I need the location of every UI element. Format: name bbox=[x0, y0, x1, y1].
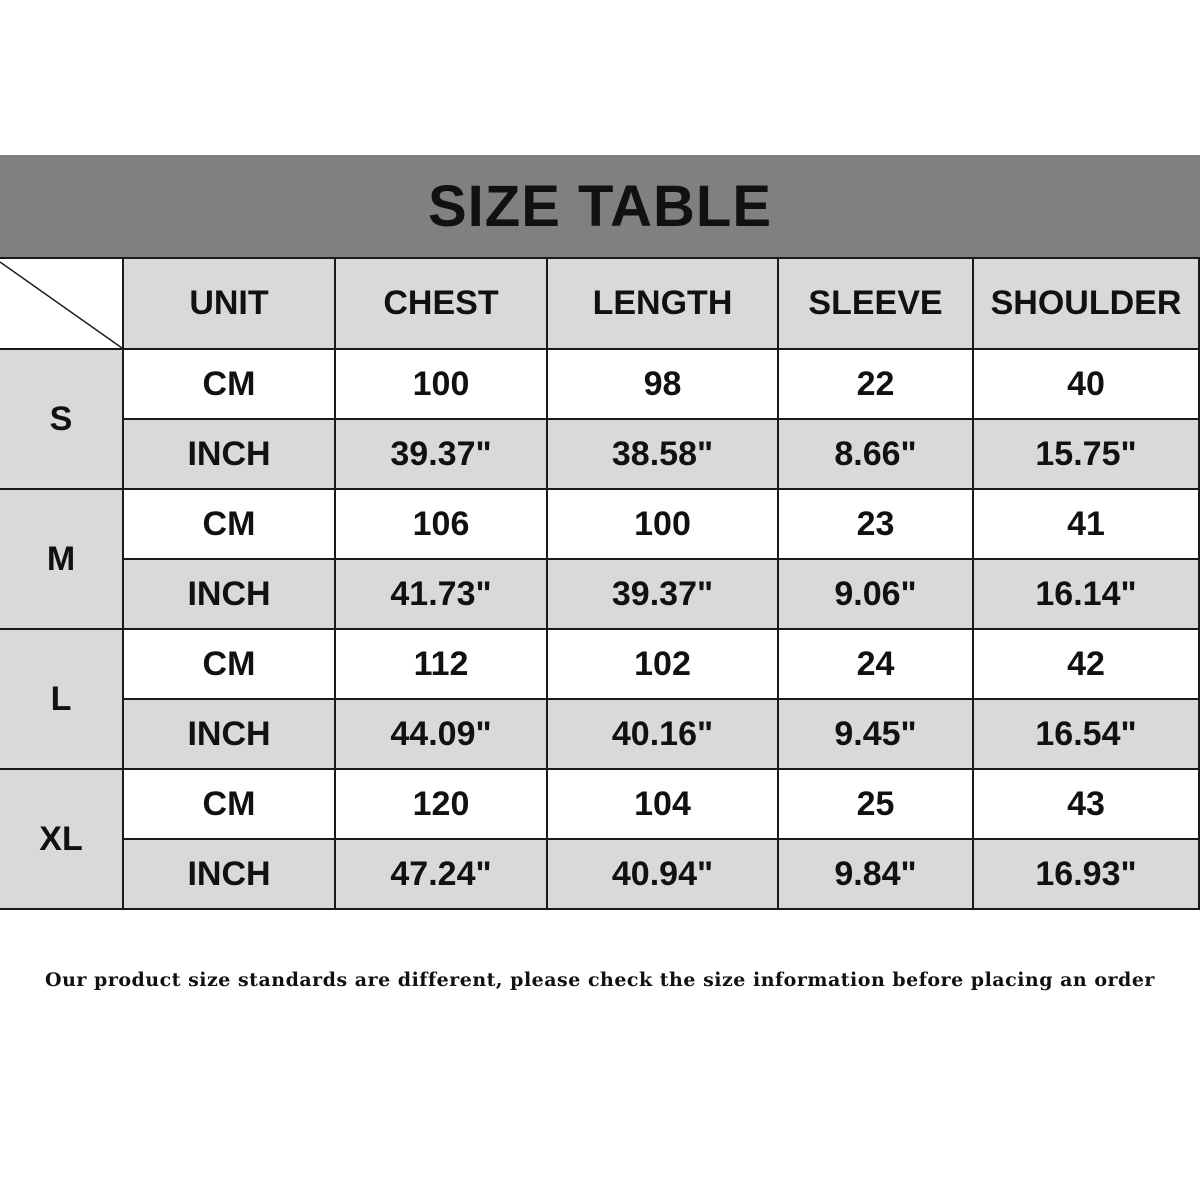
value-cell: 8.66" bbox=[777, 418, 974, 490]
value-cell: 38.58" bbox=[546, 418, 779, 490]
value-cell: 104 bbox=[546, 768, 779, 840]
unit-cell: INCH bbox=[123, 418, 336, 490]
value-cell: 120 bbox=[334, 768, 548, 840]
value-cell: 41 bbox=[972, 488, 1200, 560]
value-cell: 43 bbox=[972, 768, 1200, 840]
value-cell: 16.14" bbox=[972, 558, 1200, 630]
table-row-s-cm: S CM 100 98 22 40 bbox=[0, 348, 1200, 490]
header-shoulder: SHOULDER bbox=[972, 257, 1200, 350]
value-cell: 15.75" bbox=[972, 418, 1200, 490]
value-cell: 40 bbox=[972, 348, 1200, 420]
unit-cell: INCH bbox=[123, 698, 336, 770]
value-cell: 16.54" bbox=[972, 698, 1200, 770]
value-cell: 106 bbox=[334, 488, 548, 560]
value-cell: 100 bbox=[546, 488, 779, 560]
value-cell: 112 bbox=[334, 628, 548, 700]
value-cell: 39.37" bbox=[546, 558, 779, 630]
title-band: SIZE TABLE bbox=[0, 155, 1200, 257]
size-label: M bbox=[0, 488, 124, 630]
table-row-xl-cm: XL CM 120 104 25 43 bbox=[0, 768, 1200, 910]
value-cell: 39.37" bbox=[334, 418, 548, 490]
table-row-m-inch: INCH 41.73" 39.37" 9.06" 16.14" bbox=[0, 558, 1200, 630]
unit-cell: CM bbox=[122, 488, 336, 560]
size-label: S bbox=[0, 348, 124, 490]
value-cell: 24 bbox=[777, 628, 974, 700]
unit-cell: CM bbox=[122, 348, 336, 420]
value-cell: 40.94" bbox=[546, 838, 779, 910]
value-cell: 23 bbox=[777, 488, 974, 560]
value-cell: 9.84" bbox=[777, 838, 974, 910]
table-row-xl-inch: INCH 47.24" 40.94" 9.84" 16.93" bbox=[0, 838, 1200, 910]
value-cell: 9.45" bbox=[777, 698, 974, 770]
value-cell: 44.09" bbox=[334, 698, 548, 770]
unit-cell: INCH bbox=[123, 558, 336, 630]
value-cell: 47.24" bbox=[334, 838, 548, 910]
header-chest: CHEST bbox=[334, 257, 548, 350]
table-row-l-cm: L CM 112 102 24 42 bbox=[0, 628, 1200, 770]
size-note: Our product size standards are different… bbox=[45, 969, 1155, 991]
header-row: UNIT CHEST LENGTH SLEEVE SHOULDER bbox=[0, 257, 1200, 350]
size-label: L bbox=[0, 628, 124, 770]
unit-cell: INCH bbox=[123, 838, 336, 910]
value-cell: 40.16" bbox=[546, 698, 779, 770]
unit-cell: CM bbox=[122, 768, 336, 840]
value-cell: 100 bbox=[334, 348, 548, 420]
corner-cell bbox=[0, 257, 124, 350]
table-row-m-cm: M CM 106 100 23 41 bbox=[0, 488, 1200, 630]
header-sleeve: SLEEVE bbox=[777, 257, 974, 350]
header-unit: UNIT bbox=[122, 257, 336, 350]
unit-cell: CM bbox=[122, 628, 336, 700]
table-row-s-inch: INCH 39.37" 38.58" 8.66" 15.75" bbox=[0, 418, 1200, 490]
page-title: SIZE TABLE bbox=[427, 173, 773, 239]
value-cell: 41.73" bbox=[334, 558, 548, 630]
value-cell: 22 bbox=[777, 348, 974, 420]
value-cell: 42 bbox=[972, 628, 1200, 700]
table-row-l-inch: INCH 44.09" 40.16" 9.45" 16.54" bbox=[0, 698, 1200, 770]
size-label: XL bbox=[0, 768, 124, 910]
value-cell: 9.06" bbox=[777, 558, 974, 630]
value-cell: 102 bbox=[546, 628, 779, 700]
value-cell: 25 bbox=[777, 768, 974, 840]
value-cell: 98 bbox=[546, 348, 779, 420]
size-table: UNIT CHEST LENGTH SLEEVE SHOULDER S CM 100… bbox=[0, 257, 1200, 910]
header-length: LENGTH bbox=[546, 257, 779, 350]
value-cell: 16.93" bbox=[972, 838, 1200, 910]
diagonal-line-icon bbox=[0, 261, 122, 348]
